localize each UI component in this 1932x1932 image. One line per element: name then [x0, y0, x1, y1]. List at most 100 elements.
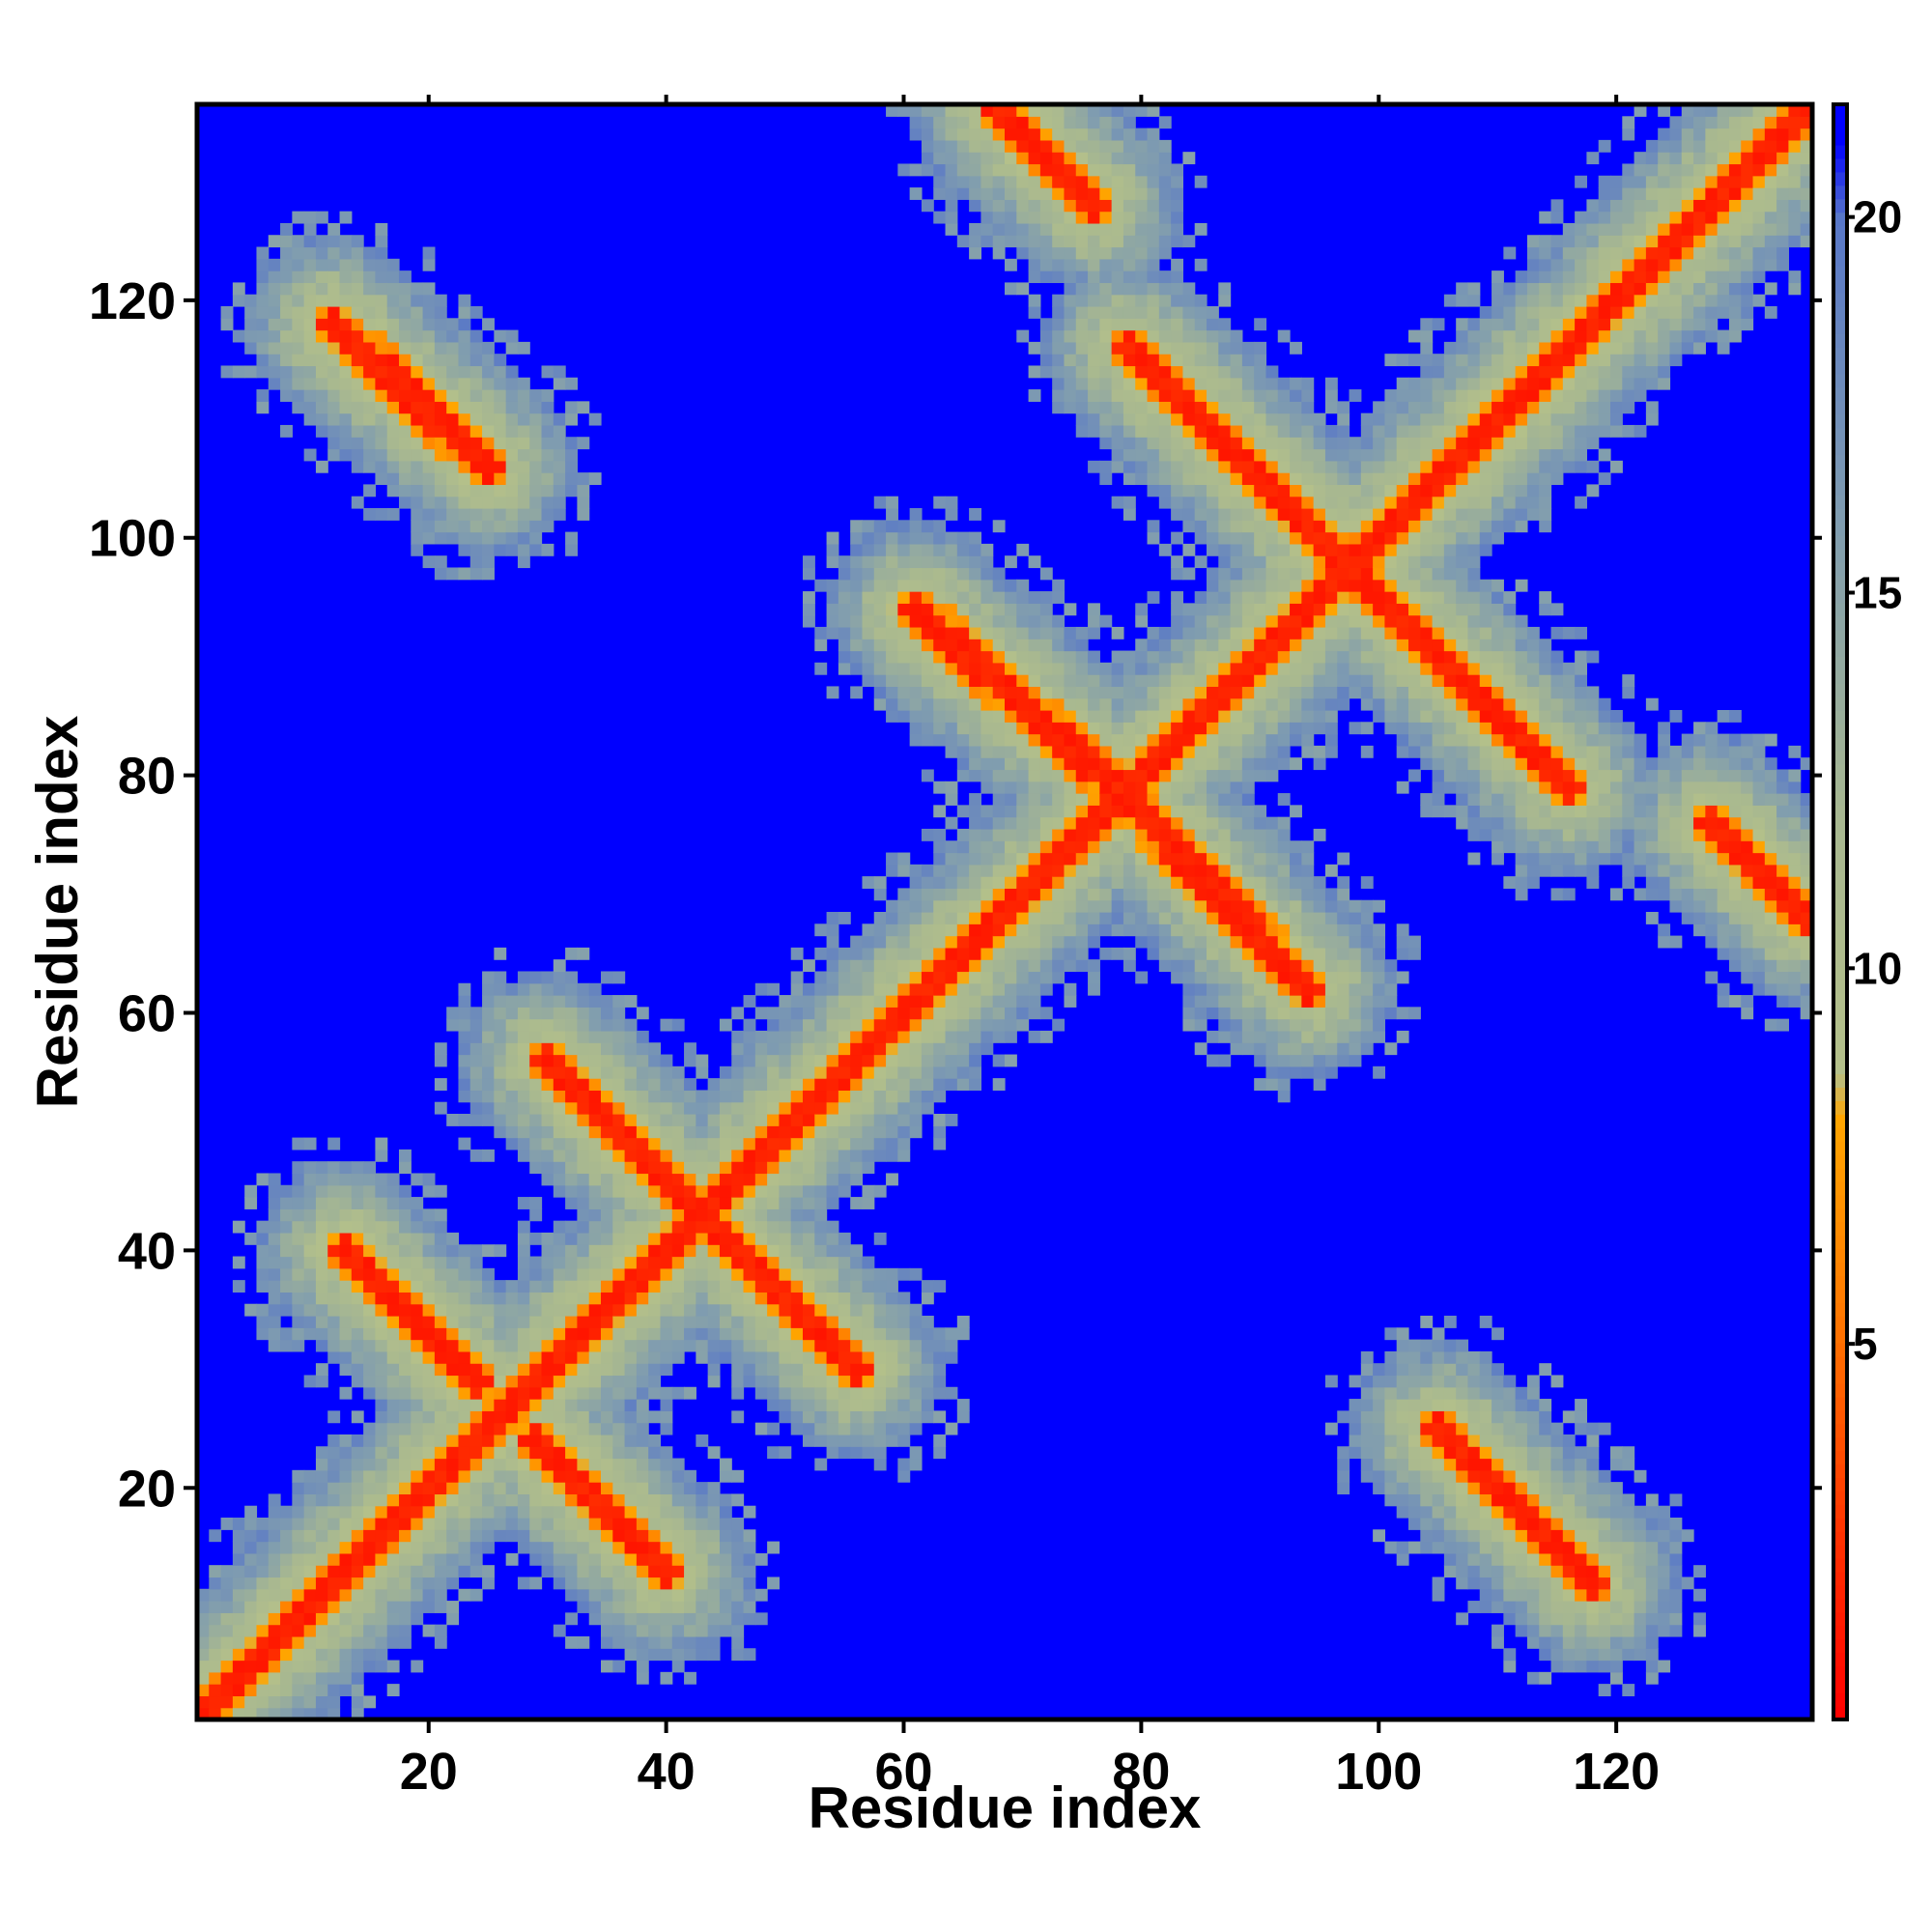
heatmap-cell [779, 1208, 792, 1222]
heatmap-cell [1111, 626, 1124, 639]
heatmap-cell [684, 1184, 696, 1198]
heatmap-cell [588, 1030, 602, 1043]
heatmap-cell [1254, 531, 1267, 545]
heatmap-cell [446, 1339, 460, 1352]
heatmap-cell [482, 1244, 495, 1258]
heatmap-cell [482, 1316, 495, 1328]
heatmap-cell [505, 1125, 519, 1139]
heatmap-cell [1075, 722, 1089, 735]
heatmap-cell [529, 1577, 543, 1590]
heatmap-cell [767, 1125, 781, 1139]
heatmap-cell [1265, 520, 1279, 533]
heatmap-cell [921, 116, 934, 129]
heatmap-cell [541, 389, 554, 402]
heatmap-cell [671, 1588, 685, 1602]
heatmap-cell [303, 1660, 317, 1673]
heatmap-cell [375, 1518, 388, 1530]
heatmap-cell [719, 1588, 732, 1602]
heatmap-cell [826, 912, 839, 924]
heatmap-cell [933, 1375, 947, 1388]
heatmap-cell [315, 389, 328, 402]
heatmap-cell [1088, 745, 1100, 758]
heatmap-cell [1111, 246, 1124, 260]
heatmap-cell [351, 258, 364, 271]
heatmap-cell [933, 531, 947, 545]
heatmap-cell [814, 1054, 828, 1067]
heatmap-cell [1254, 840, 1267, 854]
heatmap-cell [339, 401, 353, 414]
heatmap-cell [873, 1114, 887, 1126]
heatmap-cell [1064, 947, 1077, 960]
heatmap-cell [1122, 912, 1136, 924]
heatmap-cell [469, 1565, 483, 1578]
heatmap-cell [1265, 662, 1279, 675]
heatmap-cell [1171, 899, 1184, 913]
heatmap-cell [529, 1197, 543, 1209]
heatmap-cell [1265, 1065, 1279, 1079]
heatmap-cell [719, 1612, 732, 1626]
heatmap-cell [1218, 329, 1232, 343]
heatmap-cell [494, 531, 507, 545]
heatmap-cell [469, 1316, 483, 1328]
heatmap-cell [897, 864, 911, 877]
heatmap-cell [862, 947, 875, 960]
heatmap-cell [803, 1042, 815, 1056]
heatmap-cell [1182, 912, 1196, 924]
heatmap-cell [363, 1493, 377, 1507]
heatmap-cell [458, 1350, 471, 1364]
heatmap-cell [327, 1660, 341, 1673]
heatmap-cell [671, 1101, 685, 1115]
heatmap-cell [1088, 710, 1100, 723]
heatmap-cell [743, 1327, 756, 1341]
heatmap-cell [862, 1363, 875, 1377]
heatmap-cell [268, 1660, 281, 1673]
heatmap-cell [862, 1184, 875, 1198]
heatmap-cell [411, 1316, 424, 1328]
heatmap-cell [553, 1518, 566, 1530]
heatmap-cell [1005, 104, 1017, 117]
heatmap-cell [873, 1280, 887, 1293]
heatmap-cell [921, 722, 934, 735]
heatmap-cell [244, 1565, 258, 1578]
heatmap-cell [517, 1244, 530, 1258]
heatmap-cell [684, 1280, 696, 1293]
heatmap-cell [980, 697, 994, 711]
heatmap-cell [612, 1065, 626, 1079]
heatmap-cell [945, 508, 958, 521]
heatmap-cell [980, 128, 994, 141]
heatmap-cell [648, 1090, 662, 1103]
heatmap-cell [292, 389, 305, 402]
heatmap-cell [1016, 579, 1030, 592]
heatmap-cell [754, 1386, 768, 1400]
heatmap-cell [945, 128, 958, 141]
heatmap-cell [921, 639, 934, 652]
heatmap-cell [315, 1375, 328, 1388]
heatmap-cell [280, 1529, 293, 1543]
heatmap-cell [577, 1434, 590, 1447]
heatmap-cell [351, 1173, 364, 1186]
heatmap-cell [1135, 899, 1149, 913]
heatmap-cell [790, 1220, 804, 1234]
heatmap-cell [767, 1161, 781, 1175]
heatmap-cell [458, 1386, 471, 1400]
heatmap-cell [945, 163, 958, 177]
heatmap-cell [886, 1125, 898, 1139]
heatmap-cell [945, 876, 958, 890]
heatmap-cell [814, 626, 828, 639]
heatmap-cell [862, 626, 875, 639]
heatmap-cell [850, 1137, 864, 1151]
heatmap-cell [754, 1339, 768, 1352]
heatmap-cell [315, 354, 328, 367]
heatmap-cell [1064, 354, 1077, 367]
heatmap-cell [933, 1386, 947, 1400]
heatmap-cell [624, 1327, 638, 1341]
heatmap-cell [1064, 139, 1077, 153]
heatmap-cell [363, 318, 377, 331]
heatmap-cell [577, 1244, 590, 1258]
heatmap-cell [1290, 1065, 1302, 1079]
heatmap-cell [565, 377, 579, 390]
heatmap-cell [826, 1363, 839, 1377]
heatmap-cell [660, 1244, 673, 1258]
heatmap-cell [1230, 912, 1243, 924]
heatmap-cell [826, 1386, 839, 1400]
